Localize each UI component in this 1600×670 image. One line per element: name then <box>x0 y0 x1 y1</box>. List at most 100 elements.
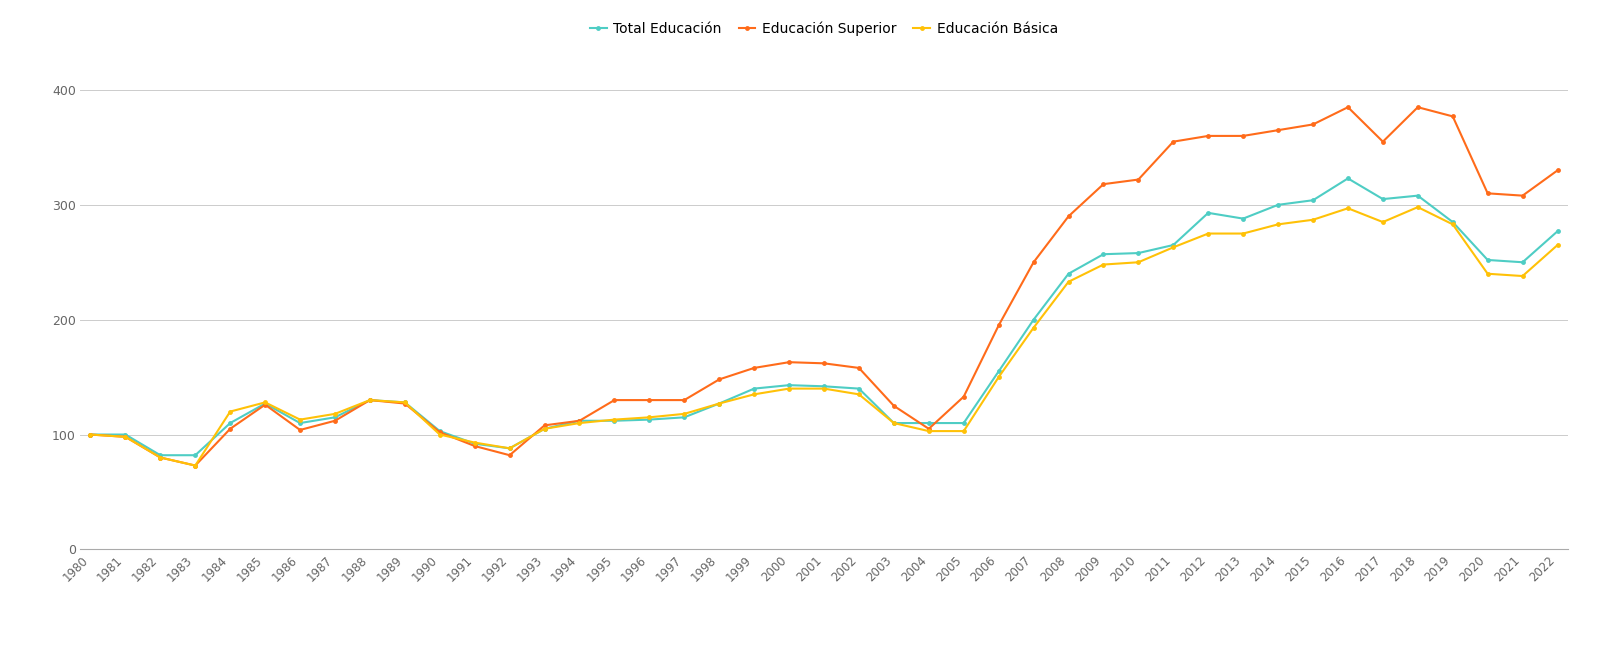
Educación Superior <box>814 359 834 367</box>
Total Educación <box>1024 316 1043 324</box>
Educación Básica <box>291 415 310 423</box>
Educación Superior <box>430 428 450 436</box>
Educación Básica <box>534 425 554 433</box>
Total Educación <box>534 425 554 433</box>
Total Educación <box>1304 196 1323 204</box>
Line: Educación Básica: Educación Básica <box>88 205 1560 468</box>
Educación Superior <box>1128 176 1147 184</box>
Total Educación <box>256 399 275 407</box>
Educación Superior <box>82 431 101 439</box>
Educación Básica <box>82 431 101 439</box>
Total Educación <box>850 385 869 393</box>
Total Educación <box>1128 249 1147 257</box>
Educación Básica <box>430 431 450 439</box>
Educación Superior <box>534 421 554 429</box>
Educación Superior <box>150 454 170 462</box>
Educación Básica <box>1094 261 1114 269</box>
Legend: Total Educación, Educación Superior, Educación Básica: Total Educación, Educación Superior, Edu… <box>584 16 1064 42</box>
Total Educación <box>744 385 763 393</box>
Educación Básica <box>1547 241 1566 249</box>
Total Educación <box>1408 192 1427 200</box>
Total Educación <box>918 419 938 427</box>
Total Educación <box>640 415 659 423</box>
Total Educación <box>605 417 624 425</box>
Total Educación <box>82 431 101 439</box>
Educación Superior <box>466 442 485 450</box>
Total Educación <box>1094 250 1114 258</box>
Educación Básica <box>1024 324 1043 332</box>
Total Educación <box>466 440 485 448</box>
Educación Básica <box>1269 220 1288 228</box>
Educación Básica <box>744 391 763 399</box>
Educación Básica <box>1198 230 1218 238</box>
Total Educación <box>779 381 798 389</box>
Educación Básica <box>885 419 904 427</box>
Total Educación <box>710 399 730 407</box>
Total Educación <box>954 419 973 427</box>
Educación Superior <box>744 364 763 372</box>
Educación Básica <box>989 373 1008 381</box>
Educación Básica <box>360 396 379 404</box>
Educación Básica <box>466 439 485 447</box>
Educación Superior <box>1304 121 1323 129</box>
Educación Superior <box>1163 137 1182 145</box>
Educación Básica <box>1234 230 1253 238</box>
Total Educación <box>1059 270 1078 278</box>
Total Educación <box>885 419 904 427</box>
Educación Superior <box>1373 137 1392 145</box>
Educación Superior <box>850 364 869 372</box>
Educación Superior <box>710 375 730 383</box>
Educación Básica <box>150 454 170 462</box>
Line: Educación Superior: Educación Superior <box>88 105 1560 468</box>
Total Educación <box>395 399 414 407</box>
Total Educación <box>814 383 834 391</box>
Educación Básica <box>1514 272 1533 280</box>
Educación Básica <box>850 391 869 399</box>
Educación Superior <box>1547 166 1566 174</box>
Educación Superior <box>605 396 624 404</box>
Total Educación <box>186 451 205 459</box>
Educación Básica <box>1338 204 1357 212</box>
Educación Superior <box>640 396 659 404</box>
Total Educación <box>501 444 520 452</box>
Total Educación <box>325 413 344 421</box>
Total Educación <box>1547 227 1566 235</box>
Total Educación <box>291 419 310 427</box>
Total Educación <box>1478 256 1498 264</box>
Educación Superior <box>570 417 589 425</box>
Educación Superior <box>1024 258 1043 266</box>
Educación Superior <box>1198 132 1218 140</box>
Educación Superior <box>779 358 798 366</box>
Educación Básica <box>779 385 798 393</box>
Educación Básica <box>1478 270 1498 278</box>
Total Educación <box>1163 241 1182 249</box>
Total Educación <box>221 419 240 427</box>
Educación Superior <box>954 393 973 401</box>
Educación Básica <box>501 444 520 452</box>
Educación Básica <box>1059 278 1078 286</box>
Educación Superior <box>1408 103 1427 111</box>
Educación Superior <box>501 451 520 459</box>
Total Educación <box>570 417 589 425</box>
Total Educación <box>1373 195 1392 203</box>
Educación Superior <box>291 426 310 434</box>
Educación Superior <box>989 322 1008 330</box>
Total Educación <box>989 367 1008 375</box>
Educación Básica <box>1408 203 1427 211</box>
Total Educación <box>430 427 450 435</box>
Educación Superior <box>675 396 694 404</box>
Educación Básica <box>605 415 624 423</box>
Educación Superior <box>1478 190 1498 198</box>
Educación Básica <box>1128 258 1147 266</box>
Educación Básica <box>115 433 134 441</box>
Educación Básica <box>710 399 730 407</box>
Educación Superior <box>325 417 344 425</box>
Educación Superior <box>1059 212 1078 220</box>
Educación Superior <box>1338 103 1357 111</box>
Line: Total Educación: Total Educación <box>88 176 1560 458</box>
Educación Básica <box>814 385 834 393</box>
Total Educación <box>150 451 170 459</box>
Educación Superior <box>885 402 904 410</box>
Educación Superior <box>1269 126 1288 134</box>
Educación Básica <box>954 427 973 435</box>
